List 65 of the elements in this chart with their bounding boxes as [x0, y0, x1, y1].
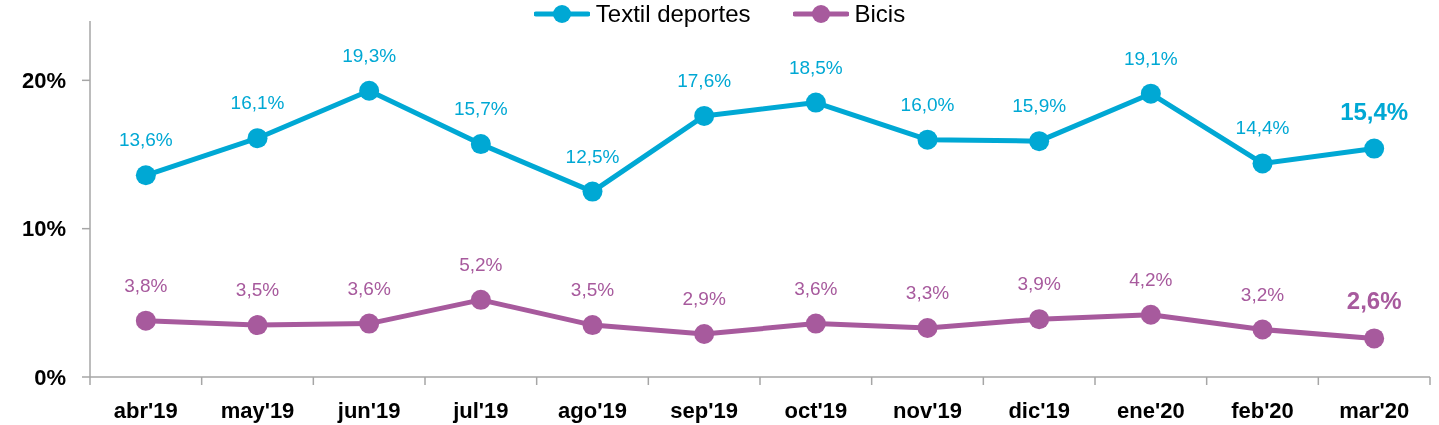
point: [1364, 138, 1385, 159]
x-tick-label: jul'19: [452, 398, 509, 423]
x-tick-label: abr'19: [113, 398, 178, 423]
data-label: 3,2%: [1240, 283, 1285, 305]
data-label: 14,4%: [1235, 117, 1290, 139]
data-label: 2,6%: [1346, 287, 1402, 315]
x-tick-label: mar'20: [1339, 398, 1410, 423]
y-tick-label: 20%: [21, 68, 66, 94]
x-tick-label: jun'19: [336, 398, 401, 423]
data-label: 15,4%: [1340, 97, 1409, 125]
data-label: 2,9%: [682, 287, 726, 309]
point: [1364, 328, 1385, 349]
x-tick-label: ene'20: [1117, 398, 1185, 423]
point: [582, 315, 603, 336]
point: [359, 80, 380, 101]
point: [135, 165, 156, 186]
legend-label: Textil deportes: [595, 0, 751, 28]
point: [1140, 304, 1161, 325]
data-label: 17,6%: [677, 69, 732, 91]
point: [359, 313, 380, 334]
point: [1029, 309, 1050, 330]
point: [247, 315, 268, 336]
data-label: 4,2%: [1129, 268, 1173, 290]
data-label: 3,6%: [347, 277, 391, 299]
point: [470, 134, 491, 155]
x-tick-label: nov'19: [893, 398, 962, 423]
point: [1029, 131, 1050, 152]
point: [1252, 319, 1273, 340]
point: [135, 310, 156, 331]
x-tick-label: may'19: [220, 398, 295, 423]
data-label: 19,1%: [1123, 47, 1178, 69]
point: [694, 105, 715, 126]
data-label: 3,6%: [794, 277, 838, 299]
point: [247, 128, 268, 149]
data-label: 19,3%: [342, 44, 397, 66]
point: [1252, 153, 1273, 174]
data-label: 3,8%: [124, 274, 168, 296]
x-tick-label: sep'19: [670, 398, 738, 423]
point: [917, 129, 938, 150]
point: [582, 181, 603, 202]
data-label: 12,5%: [565, 145, 620, 167]
legend-label: Bicis: [854, 0, 906, 28]
x-tick-label: oct'19: [784, 398, 848, 423]
data-label: 16,1%: [230, 92, 285, 114]
point: [470, 289, 491, 310]
point: [805, 313, 826, 334]
x-tick-label: dic'19: [1008, 398, 1070, 423]
data-label: 13,6%: [118, 129, 173, 151]
point: [694, 323, 715, 344]
data-label: 18,5%: [788, 56, 843, 78]
data-label: 15,9%: [1012, 95, 1067, 117]
x-tick-label: feb'20: [1231, 398, 1294, 423]
data-label: 3,9%: [1017, 273, 1061, 295]
data-label: 16,0%: [900, 93, 955, 115]
data-label: 3,5%: [235, 279, 280, 301]
point: [917, 318, 938, 339]
y-tick-label: 10%: [21, 216, 66, 242]
data-label: 3,3%: [905, 282, 950, 304]
data-label: 15,7%: [453, 98, 508, 120]
x-tick-label: ago'19: [558, 398, 627, 423]
point: [805, 92, 826, 113]
y-tick-label: 0%: [34, 364, 66, 390]
point: [1140, 83, 1161, 104]
data-label: 5,2%: [459, 253, 503, 275]
data-label: 3,5%: [570, 279, 615, 301]
